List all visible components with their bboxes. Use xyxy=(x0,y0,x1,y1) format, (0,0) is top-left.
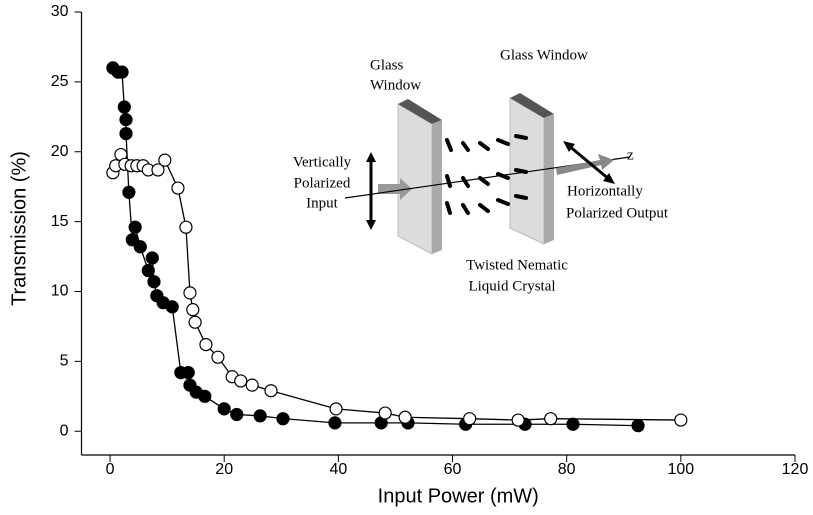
annotation: Glass xyxy=(370,57,403,73)
annotation: Horizontally xyxy=(567,183,643,199)
filled-marker xyxy=(276,412,290,426)
y-tick-label: 10 xyxy=(51,283,69,300)
glass-front xyxy=(397,103,433,255)
filled-marker xyxy=(198,389,212,403)
filled-marker xyxy=(217,402,231,416)
x-tick-label: 60 xyxy=(444,461,462,478)
y-tick-label: 15 xyxy=(51,213,69,230)
glass-side xyxy=(544,114,554,244)
annotation: Polarized xyxy=(294,175,351,191)
open-marker xyxy=(544,412,558,426)
open-marker xyxy=(171,181,185,195)
filled-marker xyxy=(631,419,645,433)
glass-side xyxy=(432,120,442,254)
filled-marker xyxy=(253,409,267,423)
open-marker xyxy=(674,413,688,427)
filled-marker xyxy=(145,251,159,265)
x-tick-label: 20 xyxy=(215,461,233,478)
x-tick-label: 120 xyxy=(782,461,809,478)
open-marker xyxy=(398,410,412,424)
open-marker xyxy=(188,315,202,329)
input-arrow xyxy=(378,178,412,200)
filled-marker xyxy=(328,416,342,430)
open-marker xyxy=(183,286,197,300)
liquid-crystal-molecules xyxy=(445,134,528,215)
open-marker xyxy=(511,413,525,427)
annotation: Window xyxy=(370,77,421,93)
glass-top xyxy=(510,93,554,118)
annotation: Vertically xyxy=(293,154,352,170)
annotation: Twisted Nematic xyxy=(466,257,568,273)
output-arrow xyxy=(556,154,614,175)
glass-top xyxy=(398,99,442,124)
open-marker xyxy=(179,220,193,234)
horizontal-polarization xyxy=(567,143,611,182)
open-marker xyxy=(158,153,172,167)
filled-marker xyxy=(115,65,129,79)
filled-marker xyxy=(122,185,136,199)
open-marker xyxy=(151,163,165,177)
annotation: Input xyxy=(306,195,338,211)
y-tick-label: 20 xyxy=(51,143,69,160)
y-tick-label: 0 xyxy=(60,422,69,439)
filled-marker xyxy=(181,365,195,380)
open-marker xyxy=(329,402,343,416)
arrow-head xyxy=(366,152,376,162)
arrow-head xyxy=(563,141,575,152)
filled-marker xyxy=(128,220,142,234)
open-marker xyxy=(378,406,392,420)
filled-marker xyxy=(141,263,155,278)
y-tick-label: 5 xyxy=(60,353,69,370)
filled-marker xyxy=(117,100,131,114)
series-line xyxy=(112,67,639,427)
filled-marker xyxy=(119,113,133,127)
filled-marker xyxy=(133,240,147,254)
open-marker xyxy=(463,412,477,426)
x-tick-label: 0 xyxy=(106,461,115,478)
annotation: z xyxy=(627,147,634,163)
arrow-head xyxy=(603,173,615,184)
open-marker xyxy=(234,374,248,388)
filled-marker xyxy=(165,300,179,314)
y-tick-label: 25 xyxy=(51,73,69,90)
annotation: Liquid Crystal xyxy=(468,278,555,294)
open-marker xyxy=(186,303,200,317)
filled-marker xyxy=(119,126,133,141)
filled-marker xyxy=(566,417,580,431)
x-axis-label: Input Power (mW) xyxy=(378,485,539,507)
open-marker xyxy=(264,384,278,398)
x-tick-label: 80 xyxy=(558,461,576,478)
annotation: Polarized Output xyxy=(566,205,669,221)
y-tick-label: 30 xyxy=(51,3,69,20)
open-marker xyxy=(211,350,225,364)
inset-diagram xyxy=(344,93,631,255)
filled-marker xyxy=(147,275,161,289)
x-tick-label: 100 xyxy=(667,461,694,478)
open-marker xyxy=(245,378,259,392)
annotation: Glass Window xyxy=(500,47,588,63)
filled-marker xyxy=(230,407,244,422)
x-tick-label: 40 xyxy=(329,461,347,478)
open-marker xyxy=(199,337,213,352)
y-axis-label: Transmission (%) xyxy=(8,151,30,306)
arrow-head xyxy=(366,220,376,230)
